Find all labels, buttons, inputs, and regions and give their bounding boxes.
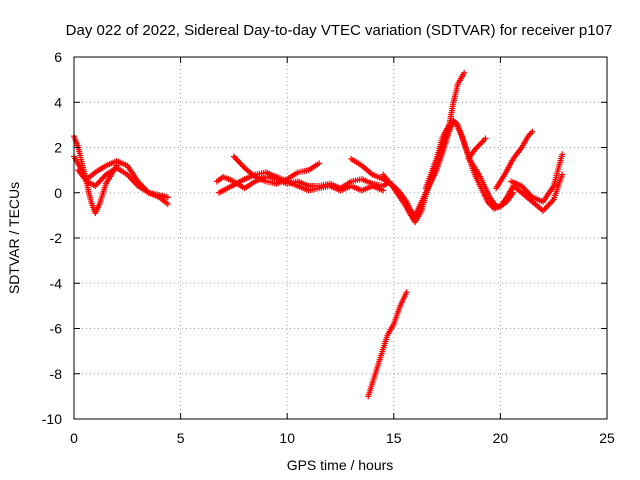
y-tick-label: 0 [54, 185, 62, 201]
y-tick-label: 4 [54, 94, 62, 110]
axis-ticks [73, 56, 608, 420]
data-point [559, 151, 566, 158]
series-track-12 [508, 151, 566, 205]
y-tick-label: -4 [50, 275, 63, 291]
series-track-13 [365, 289, 410, 400]
x-tick-label: 25 [599, 430, 615, 446]
plot-frame [73, 56, 608, 420]
y-tick-label: -6 [50, 321, 63, 337]
y-tick-label: -8 [50, 366, 63, 382]
data-point [403, 289, 410, 296]
y-tick-label: -10 [42, 411, 62, 427]
series-track-1 [71, 133, 120, 217]
y-tick-labels: -10 -8 -6 -4 -2 0 2 4 6 [42, 49, 62, 427]
chart-title: Day 022 of 2022, Sidereal Day-to-day VTE… [66, 22, 613, 39]
series-track-6 [230, 153, 323, 187]
data-point [529, 128, 536, 135]
data-point [476, 141, 483, 148]
data-point [510, 189, 517, 196]
series-track-10 [465, 135, 489, 162]
y-tick-label: 2 [54, 140, 62, 156]
x-tick-label: 0 [70, 430, 78, 446]
x-tick-labels: 0 5 10 15 20 25 [70, 430, 615, 446]
data-point [559, 171, 566, 178]
series-track-11 [493, 128, 536, 192]
data-point [380, 187, 387, 194]
grid-lines [74, 57, 607, 419]
series-track-5 [215, 169, 387, 196]
series-track-9 [422, 119, 566, 214]
y-axis-label: SDTVAR / TECUs [6, 182, 22, 294]
series-track-3 [75, 164, 171, 201]
x-tick-label: 15 [386, 430, 402, 446]
data-point [316, 160, 323, 167]
data-point [164, 194, 171, 201]
x-tick-label: 5 [177, 430, 185, 446]
x-axis-label: GPS time / hours [287, 457, 394, 473]
series-track-7 [348, 69, 468, 219]
x-tick-label: 20 [493, 430, 509, 446]
data-points [71, 69, 566, 400]
data-point [164, 201, 171, 208]
y-tick-label: -2 [50, 230, 63, 246]
data-point [461, 69, 468, 76]
data-point [482, 135, 489, 142]
x-tick-label: 10 [279, 430, 295, 446]
y-tick-label: 6 [54, 49, 62, 65]
